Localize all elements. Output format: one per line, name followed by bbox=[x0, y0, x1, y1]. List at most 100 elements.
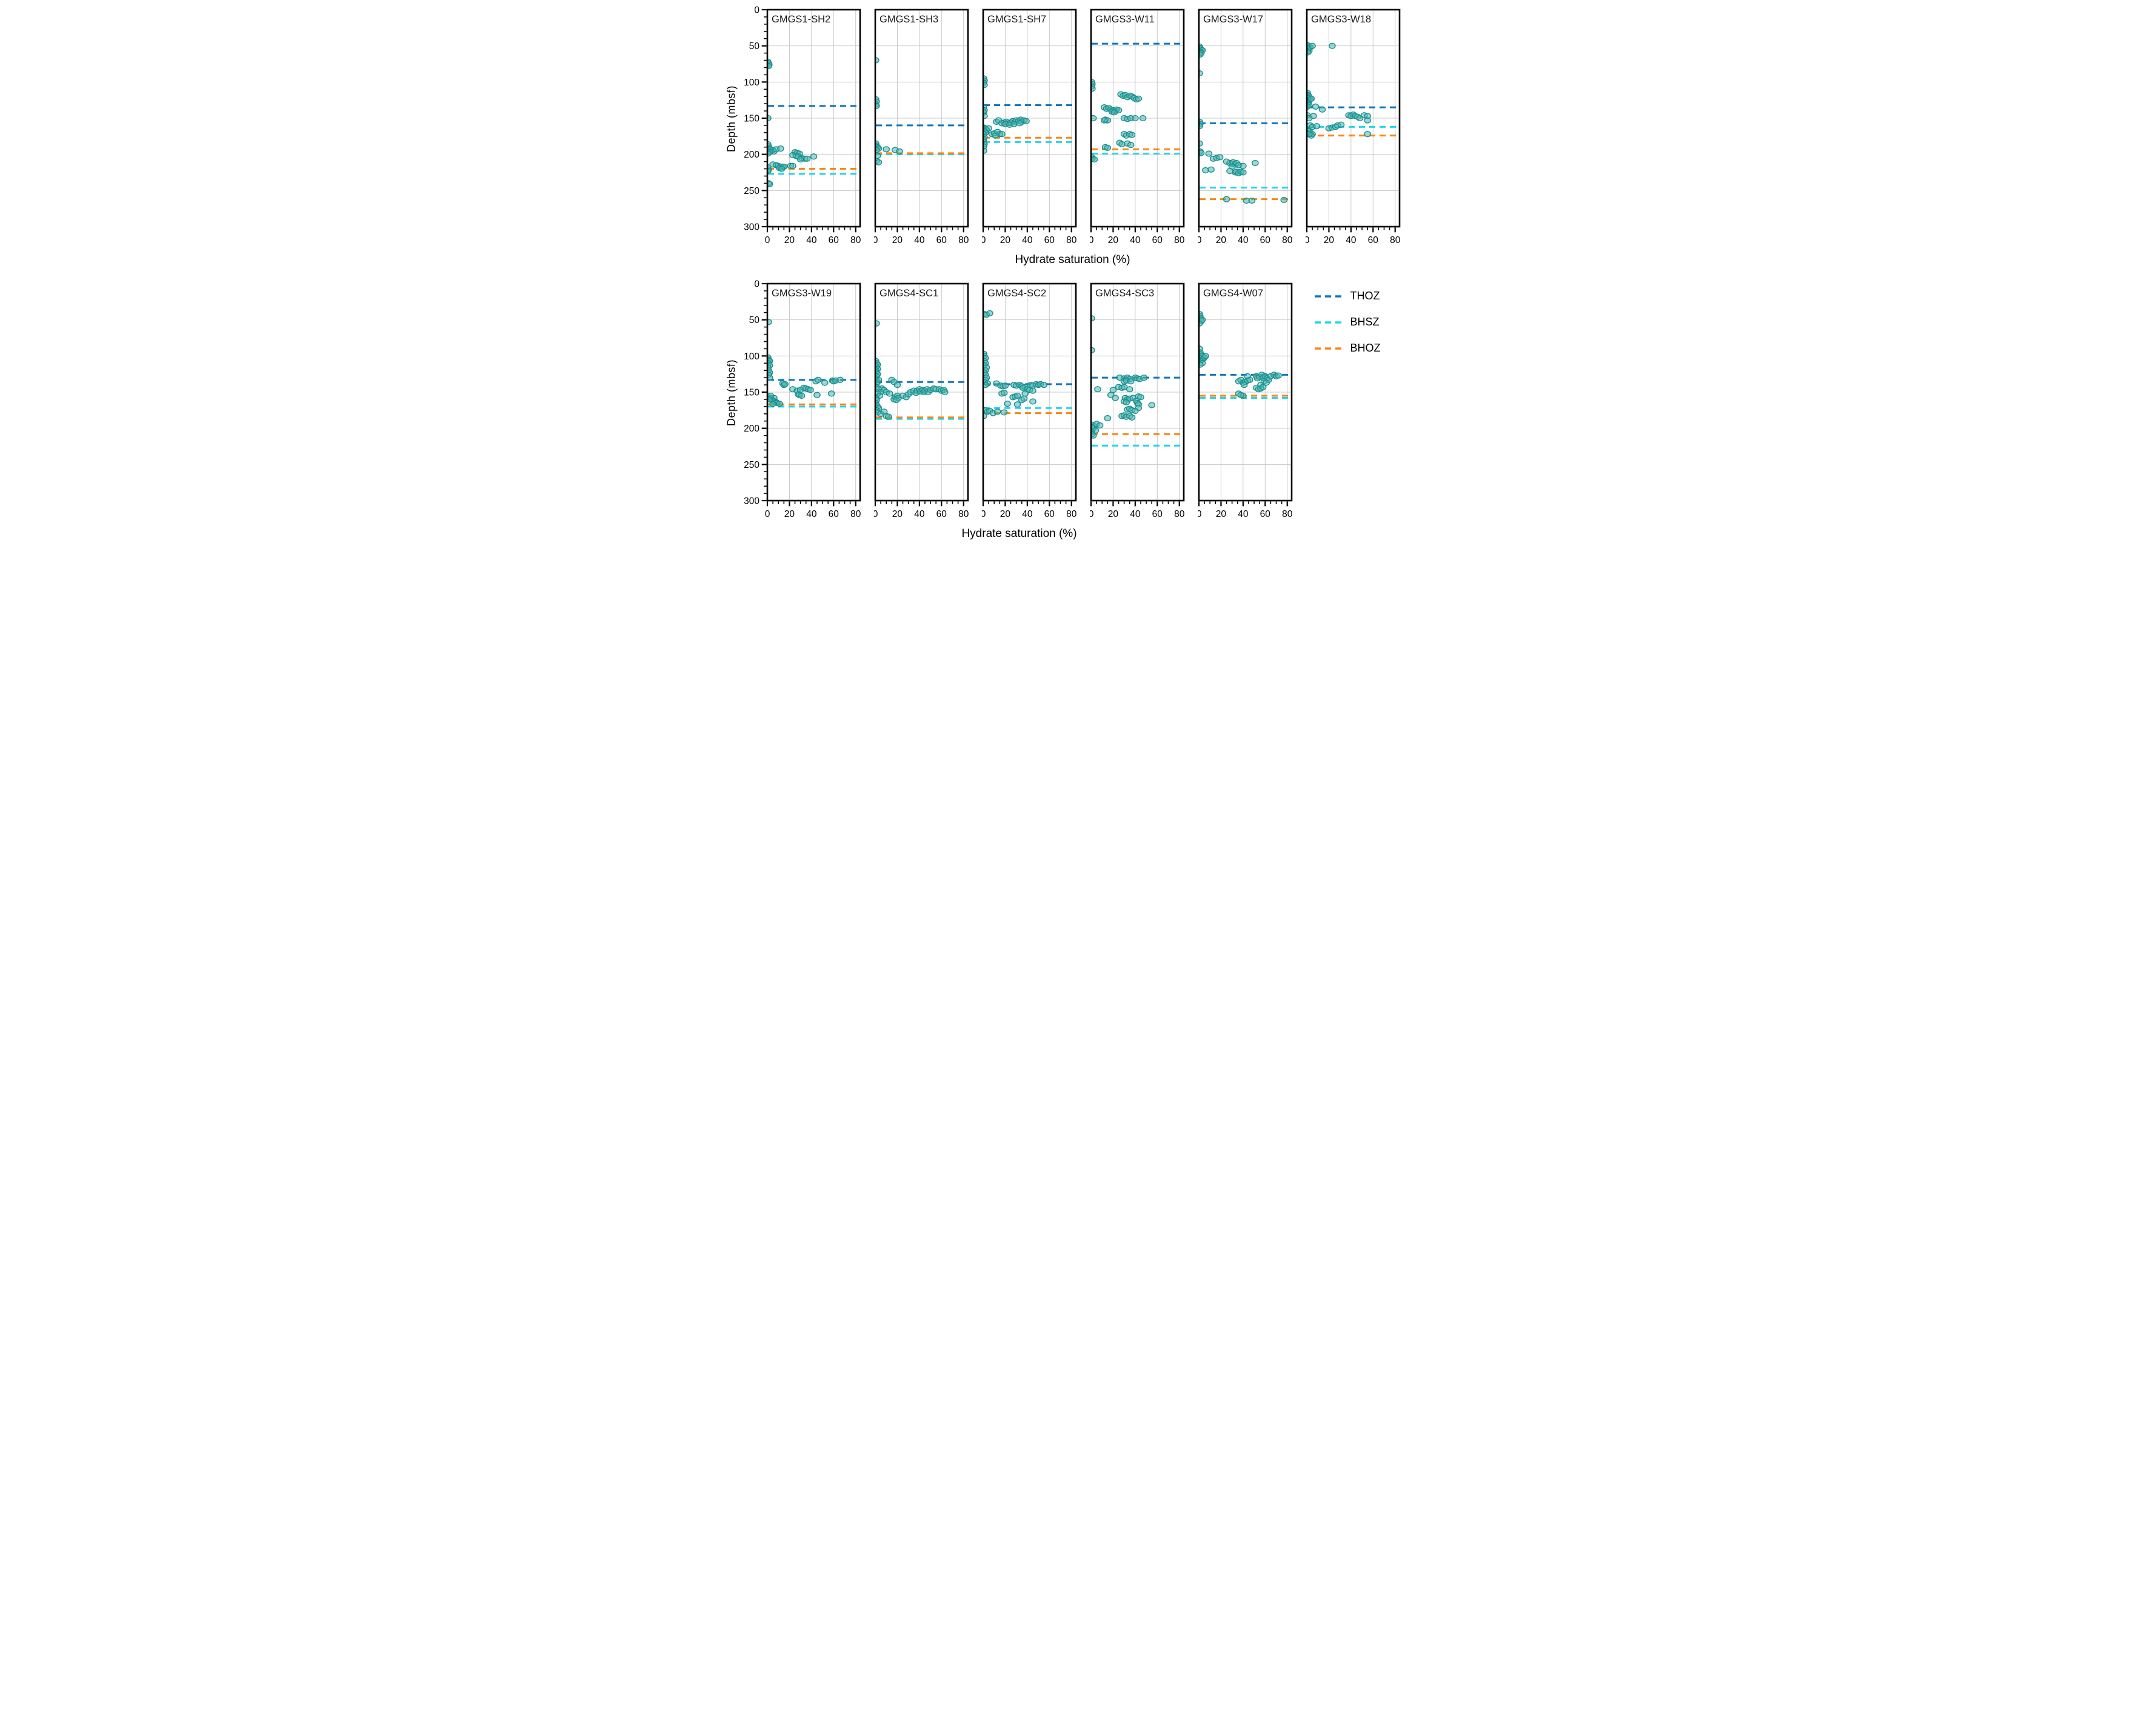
svg-text:200: 200 bbox=[744, 424, 759, 434]
data-points bbox=[875, 57, 903, 165]
data-points bbox=[1198, 311, 1282, 399]
svg-text:0: 0 bbox=[1198, 235, 1202, 245]
svg-text:60: 60 bbox=[936, 235, 947, 245]
bhoz-dash-swatch bbox=[1314, 347, 1343, 350]
panel-title: GMGS1-SH2 bbox=[772, 14, 830, 25]
panel-title: GMGS3-W17 bbox=[1203, 14, 1263, 25]
svg-text:0: 0 bbox=[1306, 235, 1310, 245]
legend-item-bhoz: BHOZ bbox=[1314, 342, 1381, 355]
svg-text:20: 20 bbox=[1215, 509, 1226, 519]
svg-text:80: 80 bbox=[1066, 509, 1077, 519]
svg-text:60: 60 bbox=[828, 509, 839, 519]
svg-text:80: 80 bbox=[850, 509, 861, 519]
panel-gmgs3-w18: 0 20 40 60 80 GMGS3-W18 bbox=[1306, 8, 1400, 245]
svg-text:100: 100 bbox=[744, 352, 759, 362]
svg-text:60: 60 bbox=[1152, 509, 1163, 519]
svg-text:100: 100 bbox=[744, 78, 759, 88]
svg-text:0: 0 bbox=[764, 235, 770, 245]
panel-gmgs4-w07: 0 20 40 60 80 GMGS4-W07 bbox=[1198, 282, 1293, 519]
data-points bbox=[767, 319, 844, 407]
svg-text:250: 250 bbox=[744, 186, 759, 196]
svg-text:20: 20 bbox=[1000, 509, 1010, 519]
panels-row1: 0 50 100 150 200 250 300 0 20 40 60 80 GMGS1-SH2 0 20 4… bbox=[739, 6, 1401, 247]
svg-text:40: 40 bbox=[806, 509, 817, 519]
svg-text:0: 0 bbox=[754, 280, 759, 290]
data-points bbox=[983, 75, 1030, 154]
data-points bbox=[875, 320, 949, 420]
panel-title: GMGS4-SC2 bbox=[987, 288, 1046, 299]
svg-text:20: 20 bbox=[784, 235, 795, 245]
svg-text:40: 40 bbox=[806, 235, 817, 245]
data-points bbox=[767, 58, 817, 187]
svg-text:80: 80 bbox=[1282, 509, 1293, 519]
svg-text:80: 80 bbox=[1282, 235, 1293, 245]
svg-text:0: 0 bbox=[874, 509, 878, 519]
data-points bbox=[983, 310, 1047, 419]
panel-gmgs1-sh3: 0 20 40 60 80 GMGS1-SH3 bbox=[874, 8, 969, 245]
svg-text:0: 0 bbox=[1198, 509, 1202, 519]
svg-text:300: 300 bbox=[744, 496, 759, 507]
figure: Depth (mbsf) 0 50 100 150 200 250 300 0 20 40 60 80… bbox=[724, 4, 1433, 556]
data-points bbox=[1306, 42, 1371, 139]
panel-title: GMGS3-W18 bbox=[1311, 14, 1371, 25]
svg-text:150: 150 bbox=[744, 388, 759, 398]
svg-text:300: 300 bbox=[744, 222, 759, 233]
svg-text:40: 40 bbox=[1022, 235, 1033, 245]
svg-text:40: 40 bbox=[1238, 509, 1249, 519]
svg-text:0: 0 bbox=[1090, 235, 1094, 245]
row-1-block: Depth (mbsf) 0 50 100 150 200 250 300 0 20 40 60 80… bbox=[724, 6, 1433, 267]
row-2-block: Depth (mbsf) 0 50 100 150 200 250 300 0 20 40 60 80… bbox=[724, 280, 1433, 541]
svg-text:20: 20 bbox=[892, 235, 903, 245]
svg-text:250: 250 bbox=[744, 460, 759, 470]
svg-text:0: 0 bbox=[754, 6, 759, 16]
panel-title: GMGS4-SC1 bbox=[879, 288, 938, 299]
data-points bbox=[1198, 43, 1287, 204]
panel-gmgs4-sc2: 0 20 40 60 80 GMGS4-SC2 bbox=[982, 282, 1077, 519]
svg-text:20: 20 bbox=[1323, 235, 1334, 245]
svg-text:20: 20 bbox=[784, 509, 795, 519]
bhsz-dash-swatch bbox=[1314, 321, 1343, 324]
svg-text:0: 0 bbox=[982, 509, 986, 519]
legend-item-bhsz: BHSZ bbox=[1314, 316, 1381, 328]
svg-text:60: 60 bbox=[828, 235, 839, 245]
svg-text:50: 50 bbox=[749, 41, 759, 52]
svg-text:80: 80 bbox=[850, 235, 861, 245]
svg-text:150: 150 bbox=[744, 114, 759, 124]
svg-text:80: 80 bbox=[1174, 509, 1185, 519]
panel-gmgs3-w19: 0 50 100 150 200 250 300 0 20 40 60 80 GMGS3-W19 bbox=[744, 280, 861, 519]
svg-text:60: 60 bbox=[1367, 235, 1378, 245]
svg-text:50: 50 bbox=[749, 315, 759, 325]
thoz-dash-swatch bbox=[1314, 295, 1343, 298]
svg-text:20: 20 bbox=[1107, 509, 1118, 519]
svg-text:60: 60 bbox=[1044, 235, 1055, 245]
panel-gmgs4-sc1: 0 20 40 60 80 GMGS4-SC1 bbox=[874, 282, 969, 519]
svg-text:60: 60 bbox=[1044, 509, 1055, 519]
svg-text:0: 0 bbox=[764, 509, 770, 519]
svg-text:40: 40 bbox=[1130, 509, 1141, 519]
svg-text:80: 80 bbox=[958, 235, 969, 245]
panel-title: GMGS3-W11 bbox=[1095, 14, 1155, 25]
svg-text:0: 0 bbox=[874, 235, 878, 245]
svg-text:40: 40 bbox=[1130, 235, 1141, 245]
svg-text:20: 20 bbox=[1215, 235, 1226, 245]
legend-label: THOZ bbox=[1350, 290, 1380, 302]
panel-title: GMGS4-W07 bbox=[1203, 288, 1263, 299]
svg-text:60: 60 bbox=[1260, 509, 1270, 519]
svg-text:40: 40 bbox=[1238, 235, 1249, 245]
svg-text:60: 60 bbox=[1260, 235, 1270, 245]
svg-text:60: 60 bbox=[936, 509, 947, 519]
x-axis-title-row2: Hydrate saturation (%) bbox=[961, 527, 1077, 540]
panel-title: GMGS3-W19 bbox=[772, 288, 832, 299]
panel-gmgs1-sh2: 0 50 100 150 200 250 300 0 20 40 60 80 GMGS1-SH2 bbox=[744, 6, 861, 245]
panel-gmgs3-w11: 0 20 40 60 80 GMGS3-W11 bbox=[1090, 8, 1184, 245]
legend-label: BHSZ bbox=[1350, 316, 1380, 328]
svg-text:80: 80 bbox=[1066, 235, 1077, 245]
legend-item-thoz: THOZ bbox=[1314, 290, 1381, 302]
svg-text:40: 40 bbox=[914, 509, 925, 519]
svg-text:0: 0 bbox=[1090, 509, 1094, 519]
panel-gmgs3-w17: 0 20 40 60 80 GMGS3-W17 bbox=[1198, 8, 1293, 245]
svg-text:20: 20 bbox=[1000, 235, 1010, 245]
svg-text:40: 40 bbox=[914, 235, 925, 245]
svg-text:200: 200 bbox=[744, 150, 759, 160]
svg-text:0: 0 bbox=[982, 235, 986, 245]
